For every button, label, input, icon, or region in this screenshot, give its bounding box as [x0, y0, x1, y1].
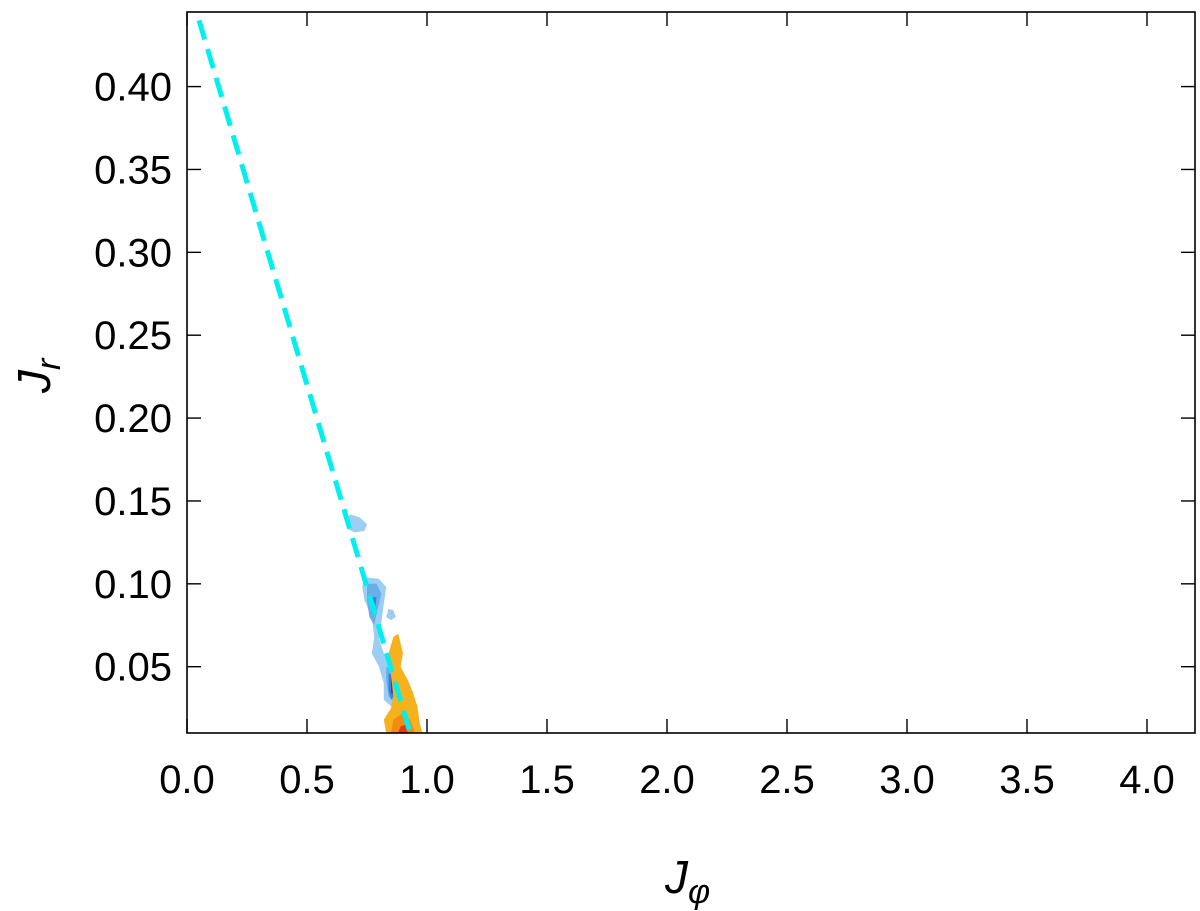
y-axis: 0.05 0.10 0.15 0.20 0.25 0.30 0.35 0.40: [94, 66, 1195, 690]
x-axis-label-main: J: [664, 851, 689, 903]
plot-frame: [186, 11, 1196, 734]
contour-orange-core-2: [398, 724, 408, 733]
reference-line-group: [196, 19, 413, 733]
y-tick-label: 0.30: [94, 231, 172, 275]
x-axis: 0.0 0.5 1.0 1.5 2.0 2.5 3.0 3.5 4.0: [159, 12, 1175, 802]
x-tick-label: 2.5: [759, 758, 815, 802]
x-tick-label: 4.0: [1119, 758, 1175, 802]
x-axis-label: Jφ: [664, 851, 710, 911]
x-axis-label-subscript: φ: [688, 873, 710, 911]
y-tick-label: 0.25: [94, 314, 172, 358]
y-axis-label-main: J: [8, 369, 60, 394]
x-tick-label: 1.0: [399, 758, 455, 802]
y-tick-label: 0.35: [94, 148, 172, 192]
y-tick-label: 0.20: [94, 397, 172, 441]
contour-blue-outer-2: [386, 608, 396, 621]
y-tick-label: 0.10: [94, 563, 172, 607]
y-axis-label: Jr: [8, 357, 68, 394]
y-tick-label: 0.15: [94, 480, 172, 524]
reference-dashed-line: [196, 19, 413, 733]
y-axis-label-subscript: r: [30, 357, 68, 370]
x-tick-label: 3.5: [999, 758, 1055, 802]
y-tick-label: 0.40: [94, 66, 172, 110]
x-tick-label: 0.5: [279, 758, 335, 802]
x-tick-label: 2.0: [639, 758, 695, 802]
x-tick-label: 0.0: [159, 758, 215, 802]
plot-background: [187, 12, 1195, 733]
y-tick-label: 0.05: [94, 646, 172, 690]
x-tick-label: 1.5: [519, 758, 575, 802]
x-tick-label: 3.0: [879, 758, 935, 802]
contour-orange-outer-0: [383, 633, 423, 733]
